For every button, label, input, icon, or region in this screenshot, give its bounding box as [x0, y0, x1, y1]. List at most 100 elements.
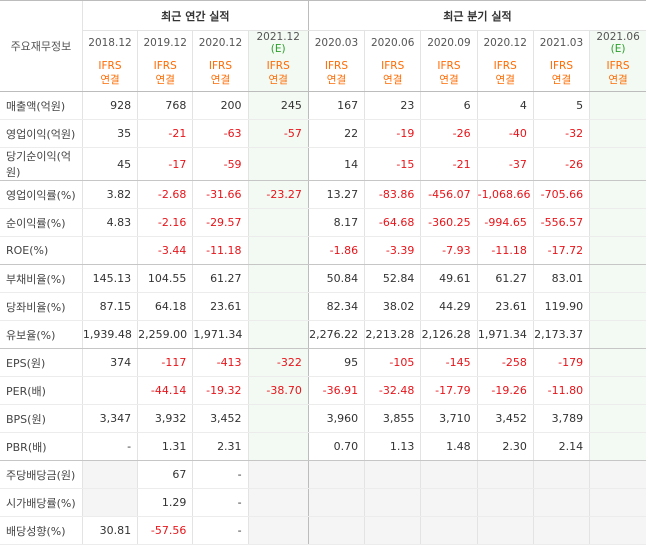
- empty-cell: [247, 236, 309, 265]
- empty-cell: [81, 376, 138, 405]
- data-row: BPS(원) 3,347 3,932 3,452 3,960 3,855 3,710 3,45…: [0, 404, 646, 433]
- empty-cell: [589, 376, 646, 405]
- empty-cell: [532, 460, 590, 489]
- value-cell: 23: [364, 91, 421, 120]
- consolidation-basis: 연결: [383, 74, 403, 86]
- empty-cell: [81, 460, 138, 489]
- empty-cell: [364, 516, 421, 545]
- value-cell: 104.55: [137, 264, 193, 293]
- value-cell: -15: [364, 147, 421, 181]
- value-cell: -2.16: [137, 208, 193, 237]
- value-cell: -: [81, 432, 138, 461]
- value-cell: 95: [307, 348, 365, 377]
- empty-cell: [589, 404, 646, 433]
- value-cell: -19: [364, 119, 421, 148]
- table-body: 매출액(억원) 928 768 200 245 167 23 6 4 5 영업이익(억원) 35 -21…: [0, 91, 646, 545]
- consolidation-basis: 연결: [210, 74, 231, 86]
- row-label: PBR(배): [0, 432, 83, 461]
- accounting-standard: IFRS: [324, 60, 349, 72]
- data-row: 영업이익(억원) 35 -21 -63 -57 22 -19 -26 -40 -32: [0, 119, 646, 148]
- consolidation-basis: 연결: [439, 74, 459, 86]
- value-cell: 2.14: [532, 432, 590, 461]
- row-label: 주당배당금(원): [0, 460, 83, 489]
- period-label: 2021.12: [256, 31, 300, 43]
- value-cell: 50.84: [307, 264, 365, 293]
- standard-header: IFRS 연결: [364, 55, 421, 92]
- accounting-standard: IFRS: [98, 60, 122, 72]
- empty-cell: [364, 460, 421, 489]
- consolidation-basis: 연결: [551, 74, 572, 86]
- standard-header: IFRS 연결: [476, 55, 534, 92]
- standard-header: IFRS 연결: [247, 55, 309, 92]
- period-label: 2021.03: [539, 37, 584, 49]
- data-row: 부채비율(%) 145.13 104.55 61.27 50.84 52.84 49.61 6…: [0, 264, 646, 293]
- value-cell: -2.68: [137, 180, 193, 209]
- data-row: 순이익률(%) 4.83 -2.16 -29.57 8.17 -64.68 -360.25-…: [0, 208, 646, 237]
- period-label: 2020.03: [314, 37, 359, 49]
- empty-cell: [589, 236, 646, 265]
- value-cell: -360.25: [420, 208, 478, 237]
- value-cell: -21: [137, 119, 193, 148]
- value-cell: 145.13: [81, 264, 138, 293]
- empty-cell: [247, 264, 309, 293]
- value-cell: -83.86: [364, 180, 421, 209]
- empty-cell: [247, 516, 309, 545]
- data-row: 영업이익률(%) 3.82 -2.68 -31.66 -23.27 13.27 -83.86…: [0, 180, 646, 209]
- empty-cell: [247, 488, 309, 517]
- estimate-mark: (E): [270, 43, 286, 55]
- empty-cell: [420, 488, 478, 517]
- empty-cell: [247, 292, 309, 321]
- value-cell: 23.61: [476, 292, 534, 321]
- period-header: 2021.12 (E): [247, 30, 309, 55]
- row-label: 부채비율(%): [0, 264, 83, 293]
- period-header: 2021.06 (E): [589, 30, 646, 55]
- empty-cell: [247, 460, 309, 489]
- data-row: PBR(배) -1.31 2.31 0.70 1.13 1.48 2.30 2.14: [0, 432, 646, 461]
- value-cell: 1,939.48: [81, 320, 138, 349]
- standard-header: IFRS 연결: [192, 55, 249, 92]
- value-cell: -117: [137, 348, 193, 377]
- value-cell: -57.56: [137, 516, 193, 545]
- empty-cell: [589, 180, 646, 209]
- value-cell: 3,789: [532, 404, 590, 433]
- row-label: 배당성향(%): [0, 516, 83, 545]
- row-label: 순이익률(%): [0, 208, 83, 237]
- value-cell: -322: [247, 348, 309, 377]
- period-label: 2018.12: [88, 37, 132, 49]
- value-cell: -105: [364, 348, 421, 377]
- empty-cell: [364, 488, 421, 517]
- estimate-mark: (E): [610, 43, 626, 55]
- value-cell: 44.29: [420, 292, 478, 321]
- row-label: ROE(%): [0, 236, 83, 265]
- empty-cell: [476, 460, 534, 489]
- value-cell: -32: [532, 119, 590, 148]
- value-cell: 49.61: [420, 264, 478, 293]
- empty-cell: [247, 147, 309, 181]
- value-cell: 38.02: [364, 292, 421, 321]
- value-cell: -17.72: [532, 236, 590, 265]
- standard-header: IFRS 연결: [589, 55, 646, 92]
- value-cell: -32.48: [364, 376, 421, 405]
- value-cell: 3,452: [476, 404, 534, 433]
- value-cell: 119.90: [532, 292, 590, 321]
- value-cell: 13.27: [307, 180, 365, 209]
- accounting-standard: IFRS: [549, 60, 574, 72]
- consolidation-basis: 연결: [326, 74, 347, 86]
- value-cell: 4.83: [81, 208, 138, 237]
- value-cell: 64.18: [137, 292, 193, 321]
- empty-cell: [589, 292, 646, 321]
- value-cell: -456.07: [420, 180, 478, 209]
- row-label: 당기순이익(억원): [0, 147, 83, 181]
- value-cell: 245: [247, 91, 309, 120]
- empty-cell: [81, 488, 138, 517]
- data-row: 배당성향(%) 30.81 -57.56-: [0, 516, 646, 545]
- value-cell: -1,068.66: [476, 180, 534, 209]
- value-cell: 35: [81, 119, 138, 148]
- consolidation-basis: 연결: [608, 74, 628, 86]
- row-label: PER(배): [0, 376, 83, 405]
- value-cell: -31.66: [192, 180, 249, 209]
- empty-cell: [589, 432, 646, 461]
- row-label: 영업이익률(%): [0, 180, 83, 209]
- value-cell: 200: [192, 91, 249, 120]
